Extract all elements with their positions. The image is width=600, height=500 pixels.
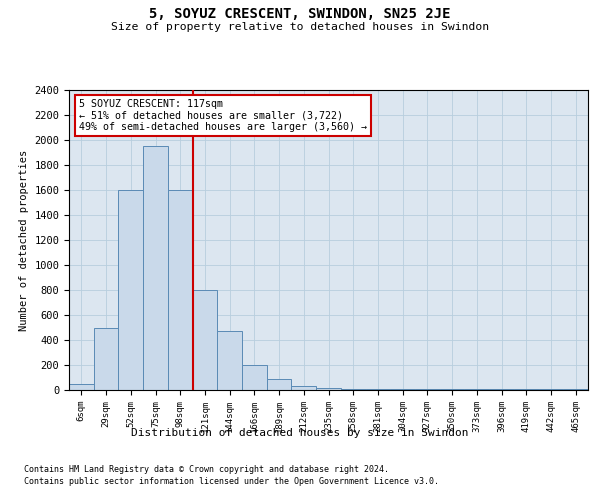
Bar	[69, 384, 94, 390]
Text: Contains public sector information licensed under the Open Government Licence v3: Contains public sector information licen…	[24, 478, 439, 486]
Text: 5, SOYUZ CRESCENT, SWINDON, SN25 2JE: 5, SOYUZ CRESCENT, SWINDON, SN25 2JE	[149, 8, 451, 22]
Y-axis label: Number of detached properties: Number of detached properties	[19, 150, 29, 330]
Bar	[316, 388, 341, 390]
Text: Distribution of detached houses by size in Swindon: Distribution of detached houses by size …	[131, 428, 469, 438]
Bar	[193, 290, 217, 390]
Bar	[267, 379, 292, 390]
Bar	[292, 386, 316, 390]
Bar	[118, 190, 143, 390]
Bar	[168, 190, 193, 390]
Bar	[242, 365, 267, 390]
Text: 5 SOYUZ CRESCENT: 117sqm
← 51% of detached houses are smaller (3,722)
49% of sem: 5 SOYUZ CRESCENT: 117sqm ← 51% of detach…	[79, 99, 367, 132]
Bar	[217, 330, 242, 390]
Bar	[94, 328, 118, 390]
Bar	[341, 389, 365, 390]
Bar	[143, 146, 168, 390]
Text: Contains HM Land Registry data © Crown copyright and database right 2024.: Contains HM Land Registry data © Crown c…	[24, 465, 389, 474]
Text: Size of property relative to detached houses in Swindon: Size of property relative to detached ho…	[111, 22, 489, 32]
